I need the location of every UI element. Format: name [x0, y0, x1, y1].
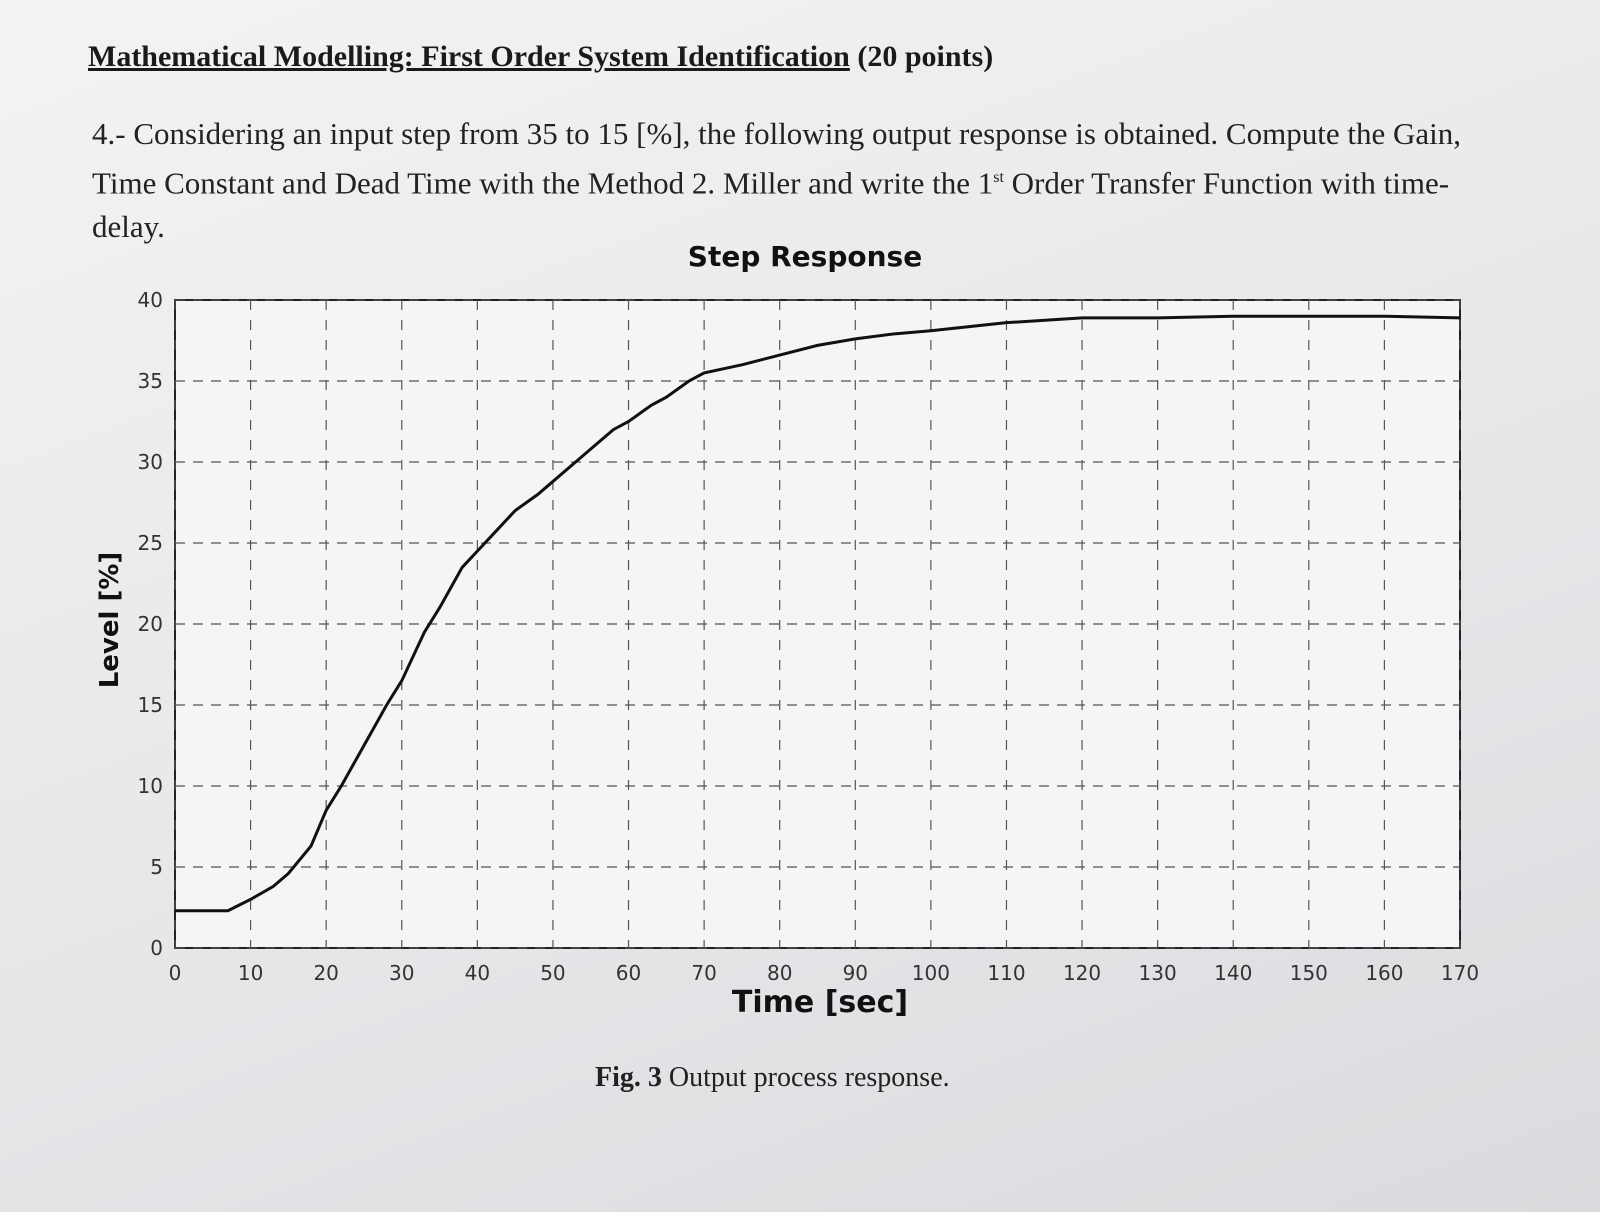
chart-title: Step Response — [688, 240, 922, 273]
x-tick-label: 60 — [616, 961, 641, 985]
caption: Fig. 3 Output process response. — [595, 1062, 950, 1094]
x-tick-label: 120 — [1063, 961, 1101, 985]
y-tick-label: 5 — [150, 855, 163, 879]
x-tick-label: 90 — [843, 961, 868, 985]
x-tick-label: 170 — [1441, 961, 1479, 985]
y-tick-label: 30 — [138, 450, 163, 474]
y-tick-label: 40 — [138, 288, 163, 312]
caption-text: Output process response. — [668, 1062, 950, 1093]
data-line — [175, 314, 1461, 913]
x-axis-label: Time [sec] — [732, 985, 908, 1020]
x-tick-label: 140 — [1214, 961, 1252, 985]
y-tick-label: 20 — [138, 612, 163, 636]
plot-area — [174, 299, 1461, 949]
superscript: st — [993, 169, 1004, 186]
y-axis-label: Level [%] — [95, 552, 125, 689]
x-tick-label: 0 — [169, 961, 182, 985]
header-points: (20 points) — [857, 40, 994, 73]
question-text: Order Transfer Function with time-delay. — [92, 165, 1450, 245]
y-tick-label: 15 — [138, 693, 163, 717]
chart: Step Response Time [sec] Level [%] 0 5 10 1… — [95, 240, 1479, 1020]
x-tick-label: 50 — [540, 961, 565, 985]
x-tick-label: 110 — [987, 961, 1025, 985]
x-tick-label: 30 — [389, 961, 414, 985]
x-tick-label: 160 — [1365, 961, 1403, 985]
x-tick-label: 40 — [465, 961, 490, 985]
y-tick-label: 10 — [138, 774, 163, 798]
question-text: 4.- Considering an input step from 35 to… — [92, 116, 1461, 201]
x-tick-label: 100 — [912, 961, 950, 985]
header-title: Mathematical Modelling: First Order Syst… — [88, 40, 850, 73]
header: Mathematical Modelling: First Order Syst… — [88, 40, 993, 74]
y-tick-label: 25 — [138, 531, 163, 555]
x-tick-label: 20 — [313, 961, 338, 985]
x-tick-label: 70 — [691, 961, 716, 985]
caption-label: Fig. 3 — [595, 1062, 662, 1093]
x-tick-label: 80 — [767, 961, 792, 985]
y-tick-label: 35 — [138, 369, 163, 393]
x-tick-label: 130 — [1139, 961, 1177, 985]
question: 4.- Considering an input step from 35 to… — [92, 112, 1492, 249]
x-tick-label: 150 — [1290, 961, 1328, 985]
x-tick-label: 10 — [238, 961, 263, 985]
y-tick-label: 0 — [150, 936, 163, 960]
